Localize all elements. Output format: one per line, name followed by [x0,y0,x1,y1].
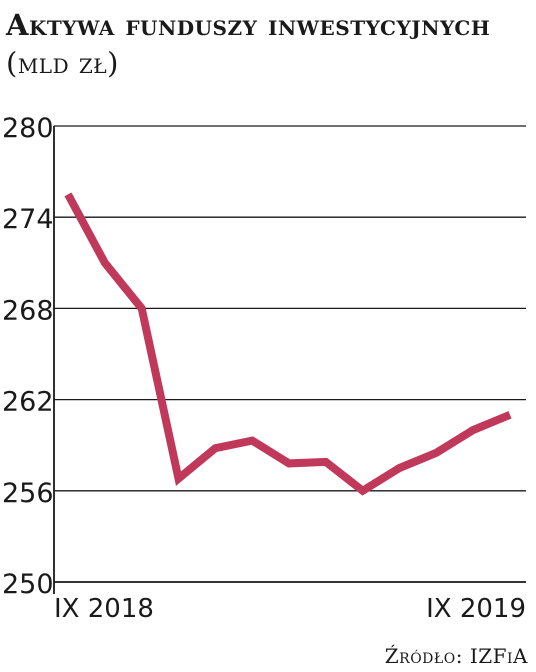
data-point [64,190,72,198]
data-point [432,449,440,457]
data-point [359,487,367,495]
y-tick-label: 274 [2,204,54,235]
y-tick-label: 262 [2,387,54,418]
data-point [469,426,477,434]
chart-title-unit: (mld zł) [6,46,119,80]
data-point [248,437,256,445]
data-point [396,464,404,472]
data-point [211,444,219,452]
axes [53,126,526,594]
y-tick-label: 268 [2,295,54,326]
data-point [285,459,293,467]
y-tick-labels: 250 256 262 268 274 280 [2,113,54,600]
chart-title-main: Aktywa funduszy inwestycyjnych [6,8,491,42]
data-point [506,411,514,419]
data-point [175,475,183,483]
data-point [322,458,330,466]
data-point [138,304,146,312]
y-tick-label: 250 [2,569,54,600]
y-tick-label: 256 [2,478,54,509]
series-line [64,190,514,496]
grid-lines [54,125,526,492]
source-note: Źródło: IZFiA [384,644,528,668]
x-tick-label: IX 2018 [54,594,154,624]
x-tick-label: IX 2019 [426,594,526,624]
data-point [101,259,109,267]
x-tick-labels: IX 2018 IX 2019 [54,594,526,624]
y-tick-label: 280 [2,113,54,144]
series-line-path [64,192,512,496]
chart-title: Aktywa funduszy inwestycyjnych (mld zł) [6,6,530,82]
